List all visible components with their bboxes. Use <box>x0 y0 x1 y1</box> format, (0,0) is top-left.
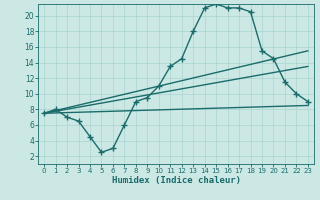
X-axis label: Humidex (Indice chaleur): Humidex (Indice chaleur) <box>111 176 241 185</box>
